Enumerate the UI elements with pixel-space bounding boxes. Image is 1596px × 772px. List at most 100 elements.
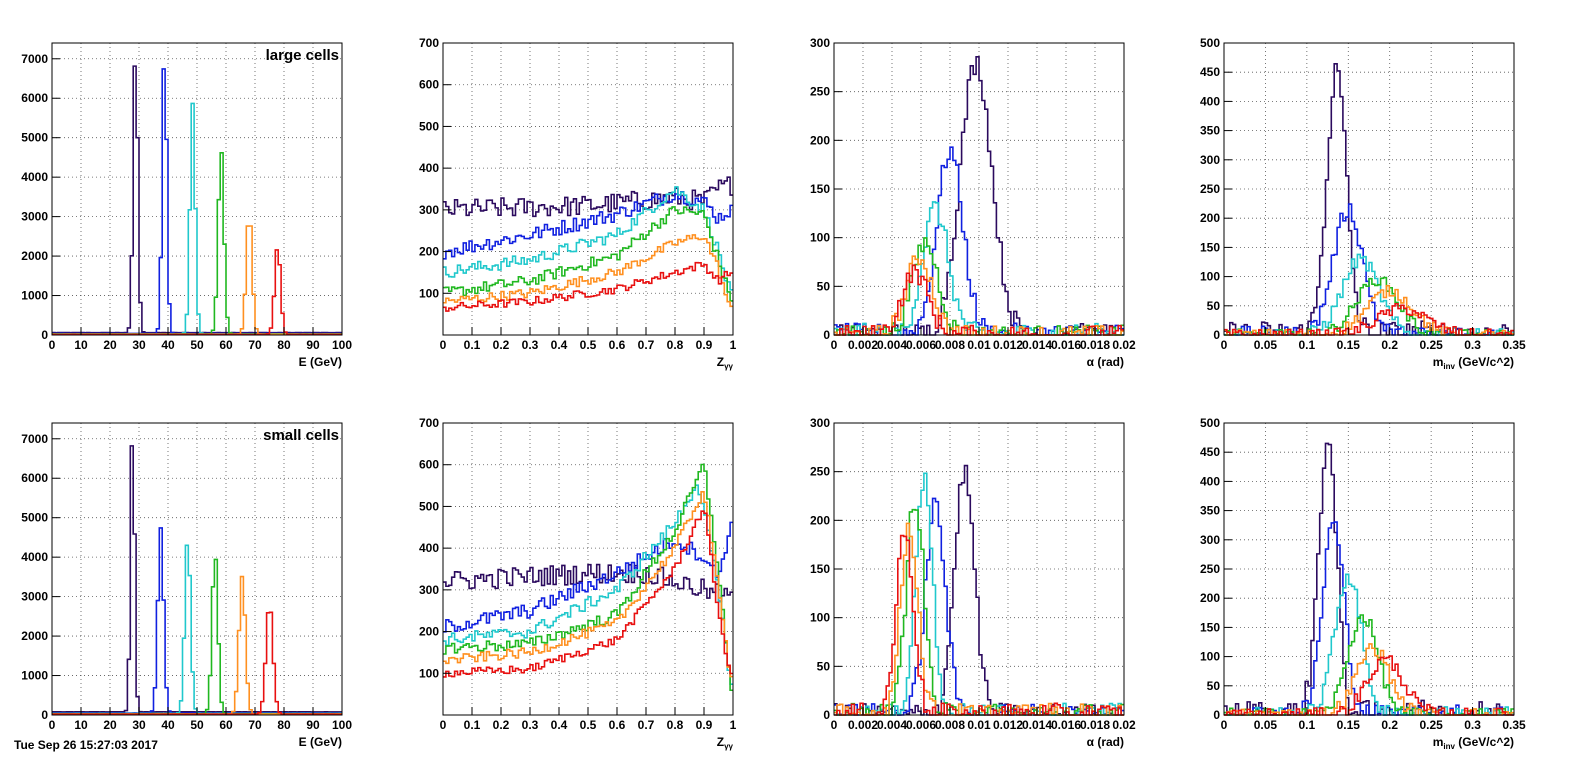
y-tick-label: 150: [810, 182, 830, 196]
panel-1-0: 0 10 20 30 40 50 60 70 80 90 100010002000300040005…: [21, 422, 352, 749]
y-tick-label: 300: [419, 583, 439, 597]
x-tick-label: 0.008: [935, 338, 965, 352]
y-tick-label: 50: [1207, 299, 1221, 313]
x-tick-label: 0.3: [522, 718, 539, 732]
histogram-series-0: [443, 563, 733, 603]
x-tick-label: 0.4: [551, 338, 568, 352]
x-tick-label: 0.35: [1502, 338, 1526, 352]
y-tick-label: 250: [1200, 182, 1220, 196]
x-tick-label: 0.1: [464, 338, 481, 352]
histogram-series-2: [443, 186, 733, 291]
y-tick-label: 150: [1200, 240, 1220, 254]
histogram-series-1: [443, 190, 733, 260]
x-tick-label: 30: [132, 718, 146, 732]
y-tick-label: 100: [810, 231, 830, 245]
y-tick-label: 400: [1200, 94, 1220, 108]
y-tick-label: 500: [1200, 36, 1220, 50]
x-tick-label: 50: [190, 718, 204, 732]
x-tick-label: 0.002: [848, 718, 878, 732]
y-tick-label: 150: [810, 562, 830, 576]
y-tick-label: 300: [810, 416, 830, 430]
histogram-series-5: [443, 261, 733, 312]
histogram-series-4: [443, 234, 733, 308]
x-tick-label: 0: [49, 718, 56, 732]
x-tick-label: 0.15: [1337, 338, 1361, 352]
x-tick-label: 60: [219, 718, 233, 732]
y-tick-label: 400: [1200, 474, 1220, 488]
x-tick-label: 0.01: [967, 338, 991, 352]
x-tick-label: 0.4: [551, 718, 568, 732]
histogram-series-5: [52, 249, 342, 336]
y-tick-label: 0: [823, 328, 830, 342]
y-tick-label: 200: [1200, 211, 1220, 225]
histogram-series-1: [443, 521, 733, 633]
panel-annotation: large cells: [266, 47, 339, 64]
x-tick-label: 0.01: [967, 718, 991, 732]
x-tick-label: 0: [49, 338, 56, 352]
histogram-series-5: [1224, 303, 1514, 336]
x-tick-label: 0.3: [1464, 338, 1481, 352]
x-tick-label: 0.25: [1419, 338, 1443, 352]
x-tick-label: 0.2: [1381, 338, 1398, 352]
y-tick-label: 0: [41, 708, 48, 722]
x-tick-label: 0.6: [609, 718, 626, 732]
y-tick-label: 700: [419, 36, 439, 50]
x-tick-label: 30: [132, 338, 146, 352]
x-tick-label: 0.2: [493, 338, 510, 352]
x-tick-label: 0.012: [993, 718, 1023, 732]
x-tick-label: 0.15: [1337, 718, 1361, 732]
y-tick-label: 500: [419, 499, 439, 513]
y-tick-label: 250: [810, 85, 830, 99]
x-tick-label: 10: [74, 718, 88, 732]
panel-0-3: 0 0.05 0.1 0.15 0.2 0.25 0.3 0.35 0 50 100 150 200 25…: [1200, 36, 1526, 371]
x-tick-label: 70: [248, 718, 262, 732]
y-tick-label: 2000: [21, 629, 48, 643]
y-tick-label: 600: [419, 78, 439, 92]
histogram-series-3: [443, 463, 733, 692]
x-tick-label: 0.012: [993, 338, 1023, 352]
x-tick-label: 0.2: [493, 718, 510, 732]
x-tick-label: 0.05: [1254, 338, 1278, 352]
footer-timestamp: Tue Sep 26 15:27:03 2017: [14, 738, 158, 752]
y-tick-label: 0: [41, 328, 48, 342]
y-tick-label: 4000: [21, 550, 48, 564]
x-tick-label: 1: [730, 338, 737, 352]
y-tick-label: 0: [823, 708, 830, 722]
y-tick-label: 400: [419, 161, 439, 175]
y-tick-label: 0: [1213, 328, 1220, 342]
x-tick-label: 0.1: [464, 718, 481, 732]
x-tick-label: 0.8: [667, 718, 684, 732]
histogram-series-3: [1224, 614, 1514, 716]
x-tick-label: 0.004: [877, 718, 907, 732]
x-tick-label: 0.5: [580, 718, 597, 732]
x-tick-label: 40: [161, 718, 175, 732]
x-tick-label: 0: [440, 718, 447, 732]
y-tick-label: 200: [810, 133, 830, 147]
x-axis-label: Zγγ: [717, 735, 734, 751]
x-tick-label: 0.7: [638, 718, 655, 732]
x-tick-label: 0.018: [1080, 338, 1110, 352]
panel-annotation: small cells: [263, 427, 339, 444]
x-tick-label: 0.7: [638, 338, 655, 352]
histogram-series-3: [443, 206, 733, 302]
x-tick-label: 20: [103, 338, 117, 352]
x-tick-label: 1: [730, 718, 737, 732]
y-tick-label: 200: [1200, 591, 1220, 605]
y-tick-label: 200: [419, 625, 439, 639]
y-tick-label: 500: [1200, 416, 1220, 430]
y-tick-label: 6000: [21, 471, 48, 485]
y-tick-label: 4000: [21, 170, 48, 184]
y-tick-label: 300: [1200, 533, 1220, 547]
y-tick-label: 150: [1200, 620, 1220, 634]
x-tick-label: 100: [332, 338, 352, 352]
x-tick-label: 0.1: [1299, 718, 1316, 732]
y-tick-label: 300: [810, 36, 830, 50]
histogram-series-5: [443, 510, 733, 678]
x-tick-label: 80: [277, 338, 291, 352]
y-tick-label: 700: [419, 416, 439, 430]
x-axis-label: E (GeV): [299, 355, 342, 369]
x-axis-label: minv (GeV/c^2): [1433, 355, 1514, 371]
